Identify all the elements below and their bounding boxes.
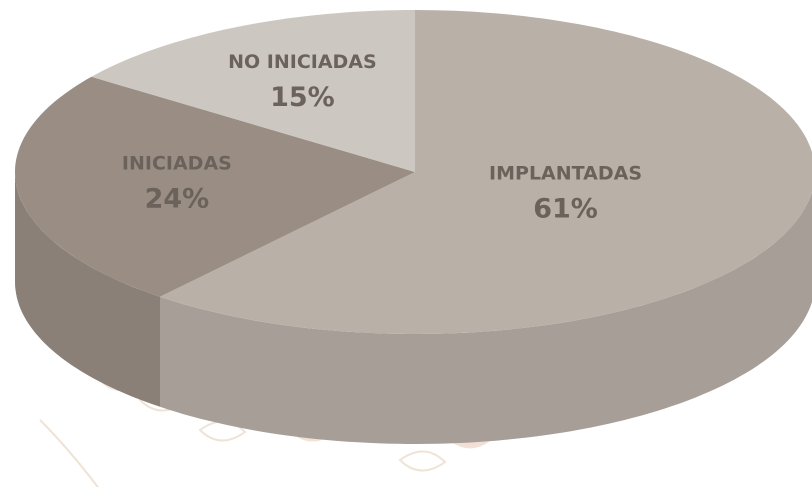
- slice-category-label: NO INICIADAS: [228, 51, 377, 73]
- slice-value-label: 24%: [145, 184, 210, 215]
- slice-category-label: INICIADAS: [122, 153, 232, 175]
- pie-slice: [91, 10, 416, 172]
- slice-value-label: 61%: [533, 193, 598, 224]
- slice-category-label: IMPLANTADAS: [489, 162, 642, 184]
- pie-side: [15, 172, 160, 407]
- pie-slice: [15, 76, 415, 297]
- slice-value-label: 15%: [270, 82, 335, 113]
- pie-side: [160, 191, 812, 444]
- pie-slice: [160, 10, 812, 334]
- pie: IMPLANTADAS 61% INICIADAS 24% NO INICIADAS 15…: [15, 10, 812, 444]
